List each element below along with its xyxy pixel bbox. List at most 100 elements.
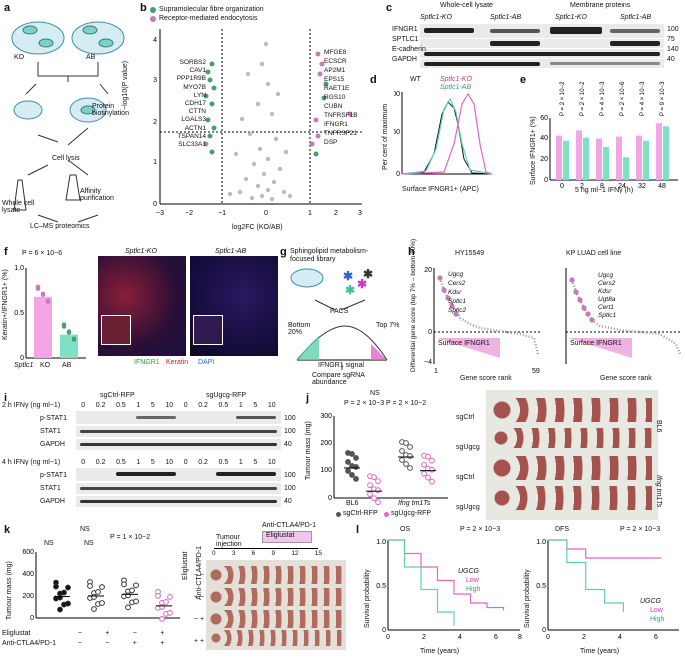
data-point xyxy=(407,444,413,450)
l-low-dfs: Low xyxy=(650,607,663,614)
svg-text:4: 4 xyxy=(153,37,157,44)
legend-endo-dot xyxy=(150,16,156,22)
i-doses-4h: 0 0.2 0.5 1 5 10 0 0.2 0.5 1 5 10 xyxy=(81,459,276,466)
legend-ko: Sptlc1-KO xyxy=(440,76,472,83)
gene-label: MFGE8 xyxy=(324,49,347,56)
data-point xyxy=(87,583,93,589)
img-ab-title: Sptlc1-AB xyxy=(215,248,247,255)
bar-chart-e: P = 2 × 10−2 P = 2 × 10−2 P = 4 × 10−3 P = … xyxy=(540,81,678,190)
j-leg1: sgCtrl-RFP xyxy=(343,510,378,517)
histogram-plot: 0 50 100 xyxy=(394,91,493,178)
tick-label: 48 xyxy=(658,183,666,190)
k-photo-elig: Eliglustat xyxy=(182,551,189,580)
blot-pstat1-2h xyxy=(76,411,281,424)
row-label: GAPDH xyxy=(392,56,417,63)
data-point xyxy=(65,600,71,607)
data-point xyxy=(129,587,135,594)
svg-text:1: 1 xyxy=(308,210,312,217)
data-point xyxy=(95,589,101,595)
data-point xyxy=(133,598,139,605)
data-point xyxy=(345,459,351,465)
panel-k-label: k xyxy=(4,524,11,536)
svg-text:1.0: 1.0 xyxy=(14,265,24,272)
l-high-os: High xyxy=(466,586,481,593)
panel-d-label: d xyxy=(370,74,377,86)
panel-h-label: h xyxy=(408,246,415,258)
svg-text:0: 0 xyxy=(542,627,546,634)
hdr-membrane-proteins: Membrane proteins xyxy=(570,2,631,9)
svg-text:1.0: 1.0 xyxy=(536,539,546,546)
svg-text:8: 8 xyxy=(518,634,522,641)
km-plots: 0 0.5 1.0 0 0.5 1.0 0 2 4 6 8 0 2 4 6 xyxy=(376,539,679,641)
blot-ifngr1 xyxy=(420,24,664,38)
l-high-dfs: High xyxy=(650,616,665,623)
j-leg1-dot xyxy=(336,512,341,517)
lcms-proteomics: LC–MS proteomics xyxy=(30,223,90,230)
gene-label: Ugt8a xyxy=(598,296,616,303)
k-signs-anti: − − + + xyxy=(77,640,165,647)
data-point xyxy=(40,292,46,297)
svg-text:✱: ✱ xyxy=(345,283,355,297)
cell-lysis: Cell lysis xyxy=(52,155,80,162)
stain-keratin: Keratin xyxy=(166,359,189,366)
data-point xyxy=(399,448,405,454)
f-xgene: Sptlc1 xyxy=(14,362,34,369)
km-curve-high xyxy=(548,539,625,612)
blot-pstat1-4h xyxy=(76,468,281,481)
row-label: IFNGR1 xyxy=(392,26,418,33)
tick-label: 0 xyxy=(560,183,564,190)
screen-schematic: ✱✱✱✱ xyxy=(290,267,388,370)
l-ylabel-os: Survival probability xyxy=(364,569,371,628)
data-point xyxy=(35,286,41,291)
gene-label: SORBS2 xyxy=(179,59,206,66)
bar xyxy=(583,137,589,180)
data-point xyxy=(71,337,77,342)
panel-l-label: l xyxy=(356,524,360,536)
e-xlabel: 5 ng ml−1 IFNγ (h) xyxy=(575,187,634,194)
volcano-xlabel: log2FC (KO/AB) xyxy=(232,224,283,231)
svg-text:0.5: 0.5 xyxy=(536,583,546,590)
k-photo-elig-signs: − + − + xyxy=(194,572,199,645)
p-value: P = 9 × 10−3 xyxy=(660,81,666,116)
km-curve-low xyxy=(388,539,505,611)
affinity-purification: Affinity purification xyxy=(80,188,114,202)
svg-text:1.0: 1.0 xyxy=(376,539,386,546)
data-point xyxy=(371,474,377,481)
data-point xyxy=(375,478,381,485)
bar xyxy=(643,140,649,180)
histogram-ylabel: Per cent of maximum xyxy=(382,103,389,170)
data-point xyxy=(163,599,169,605)
k-elig-bar-label: Eliglustat xyxy=(266,532,295,539)
l-low-os: Low xyxy=(466,577,479,584)
k-ns-top: NS xyxy=(80,526,90,533)
j-photo-r1: BL6 xyxy=(655,420,662,433)
g-top: Top 7% xyxy=(376,322,400,329)
panel-a-schematic xyxy=(11,21,125,223)
svg-text:3: 3 xyxy=(153,77,157,84)
blot-gapdh xyxy=(420,59,664,68)
j-g1: BL6 xyxy=(346,500,359,507)
i-kda-4h: 100 100 40 xyxy=(284,472,296,505)
l-gene-os: UGCG xyxy=(458,568,479,575)
ko-label: KO xyxy=(14,54,25,61)
gene-label: PPP1R9B xyxy=(176,75,206,83)
histogram-xlabel: Surface IFNGR1+ (APC) xyxy=(402,186,479,193)
sub-ko-1: Sptlc1-KO xyxy=(420,14,452,21)
panel-i-label: i xyxy=(4,392,8,404)
gene-label: RAET1E xyxy=(324,85,350,92)
bar xyxy=(563,140,569,180)
svg-text:50: 50 xyxy=(394,129,400,136)
k-signs-elig: − + − + xyxy=(77,630,165,637)
svg-text:0: 0 xyxy=(30,615,34,622)
blot-sptlc1 xyxy=(420,39,664,48)
svg-text:600: 600 xyxy=(22,549,34,556)
p-value: P = 2 × 10−2 xyxy=(580,81,586,116)
bar xyxy=(663,126,669,180)
sub-ko-2: Sptlc1-KO xyxy=(555,14,587,21)
gene-label: TNFRSF21 xyxy=(324,130,357,137)
panel-a-label: a xyxy=(4,2,11,14)
k-eliglustat: Eliglustat xyxy=(2,630,31,637)
panel-e-label: e xyxy=(520,74,527,86)
l-xlabel-dfs: Time (years) xyxy=(580,648,620,655)
i-kda-2h: 100 100 40 xyxy=(284,415,296,448)
